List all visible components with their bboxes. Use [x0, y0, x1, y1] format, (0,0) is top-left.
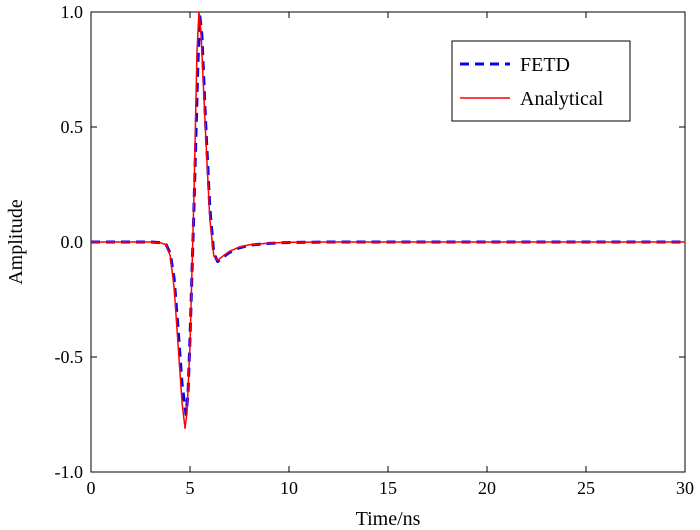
x-tick-label: 15 — [379, 478, 397, 498]
series-line-analytical — [91, 12, 685, 430]
legend-label-fetd: FETD — [520, 54, 570, 76]
x-tick-label: 20 — [478, 478, 496, 498]
y-tick-label: -0.5 — [55, 347, 84, 367]
x-axis-ticks: 0 5 10 15 20 25 30 — [87, 12, 694, 498]
x-tick-label: 10 — [280, 478, 298, 498]
legend: FETD Analytical — [451, 40, 631, 122]
y-tick-label: 0.0 — [61, 232, 84, 252]
y-tick-label: -1.0 — [55, 462, 84, 482]
x-tick-label: 30 — [676, 478, 694, 498]
y-axis-ticks: -1.0 -0.5 0.0 0.5 1.0 — [55, 2, 685, 482]
x-axis-label: Time/ns — [356, 508, 421, 530]
legend-box — [451, 40, 631, 122]
x-tick-label: 5 — [186, 478, 195, 498]
x-tick-label: 25 — [577, 478, 595, 498]
y-tick-label: 1.0 — [61, 2, 84, 22]
legend-label-analytical: Analytical — [520, 88, 604, 110]
series-lines — [91, 12, 685, 430]
y-axis-label: Amplitude — [5, 199, 27, 285]
y-tick-label: 0.5 — [61, 117, 84, 137]
x-tick-label: 0 — [87, 478, 96, 498]
